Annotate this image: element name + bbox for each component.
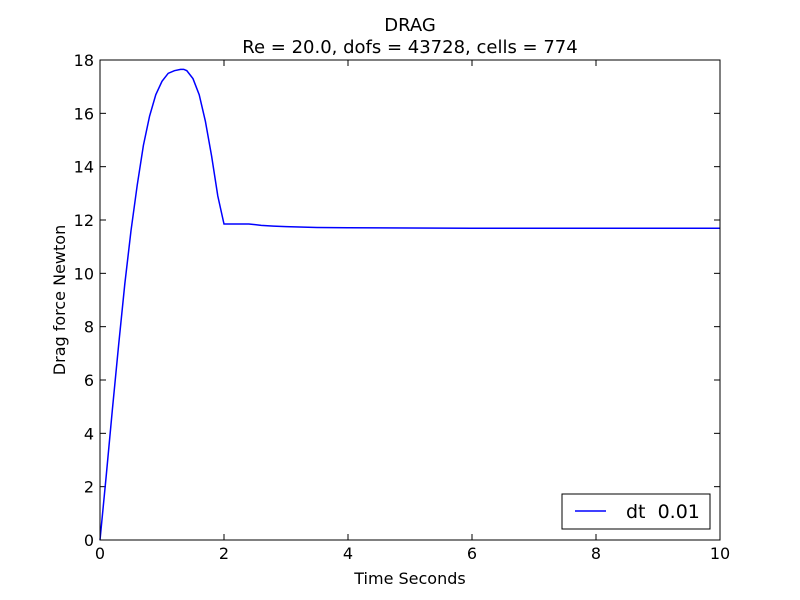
plot-area [99,59,721,541]
chart-title: DRAG [384,15,436,36]
y-tick-label: 16 [74,104,94,123]
legend: dt 0.01 [561,493,711,530]
x-axis-label: Time Seconds [353,569,465,588]
y-tick-label: 8 [84,318,94,337]
y-tick-label: 12 [74,211,94,230]
plot-frame [99,59,721,541]
y-tick-label: 14 [74,158,94,177]
y-tick-label: 10 [74,264,94,283]
chart-subtitle: Re = 20.0, dofs = 43728, cells = 774 [242,37,577,58]
series-line-dt-0-01 [99,68,720,541]
axis-tick-labels: 0 2 4 6 8 10 0 2 4 6 8 10 12 14 16 18 [74,51,731,563]
x-tick-label: 10 [710,544,730,563]
x-tick-label: 0 [95,544,105,563]
x-tick-label: 8 [591,544,601,563]
x-tick-label: 2 [219,544,229,563]
axis-ticks [99,59,721,541]
y-tick-label: 6 [84,371,94,390]
x-tick-label: 4 [343,544,353,563]
y-tick-label: 4 [84,424,94,443]
y-tick-label: 18 [74,51,94,70]
y-tick-label: 0 [84,531,94,550]
y-axis-label: Drag force Newton [50,225,69,375]
y-tick-label: 2 [84,478,94,497]
legend-entry-label: dt 0.01 [626,501,700,523]
x-tick-label: 6 [467,544,477,563]
